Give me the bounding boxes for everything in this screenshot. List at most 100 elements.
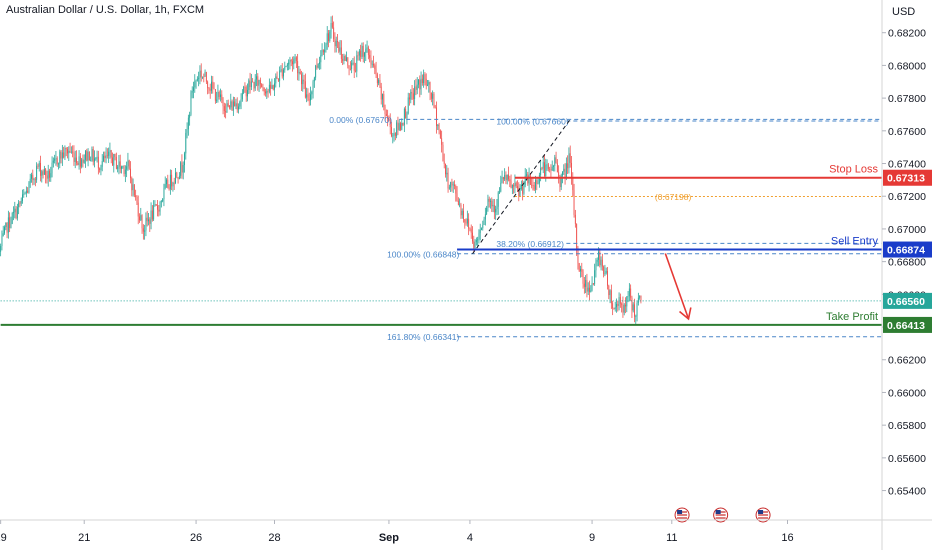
candle-body — [595, 261, 597, 271]
candle-body — [563, 168, 565, 172]
candle-body — [555, 157, 557, 164]
candle-body — [216, 99, 218, 101]
candle-body — [37, 165, 39, 167]
candle-body — [436, 107, 437, 127]
candle-body — [293, 59, 295, 65]
candle-body — [239, 101, 241, 107]
candle-body — [319, 62, 320, 64]
candle-body — [45, 168, 47, 176]
candle-body — [432, 93, 434, 99]
candle-body — [58, 163, 59, 165]
candle-body — [398, 123, 400, 130]
candle-body — [445, 163, 446, 175]
candle-body — [513, 184, 515, 187]
candle-body — [393, 133, 395, 136]
candle-body — [268, 84, 270, 92]
candle-body — [223, 106, 225, 111]
candle-body — [383, 94, 385, 108]
candle-body — [230, 101, 232, 108]
candle-body — [9, 217, 11, 228]
candle-body — [249, 80, 251, 88]
candle-body — [495, 208, 497, 213]
candle-body — [564, 168, 566, 179]
symbol-title[interactable]: Australian Dollar / U.S. Dollar, 1h, FXC… — [6, 4, 205, 16]
candle-body — [562, 171, 563, 176]
candle-body — [518, 188, 520, 197]
candle-body — [613, 308, 615, 310]
candle-body — [154, 204, 156, 206]
candle-body — [607, 271, 608, 286]
time-tick-label: Sep — [379, 532, 399, 544]
candle-body — [259, 79, 261, 85]
candle-body — [54, 158, 56, 161]
currency-label[interactable]: USD — [892, 6, 916, 18]
candle-body — [23, 193, 25, 195]
candle-body — [186, 129, 188, 133]
candle-body — [556, 163, 558, 173]
candle-body — [347, 57, 349, 66]
candle-body — [28, 182, 30, 193]
candle-body — [178, 175, 180, 180]
candle-body — [118, 161, 120, 167]
price-label-text: 0.66874 — [887, 245, 925, 257]
candle-body — [567, 163, 569, 169]
candle-body — [635, 315, 637, 317]
candle-body — [313, 77, 315, 82]
candle-body — [73, 152, 75, 162]
candle-body — [72, 151, 74, 153]
candle-body — [121, 166, 122, 169]
candle-body — [496, 206, 498, 209]
candle-body — [387, 116, 389, 120]
candle-body — [541, 167, 543, 169]
candle-body — [131, 178, 133, 191]
candle-body — [148, 219, 149, 222]
candle-body — [373, 63, 374, 66]
candle-body — [394, 133, 396, 136]
candle-body — [290, 60, 292, 62]
price-tick-label: 0.67200 — [888, 191, 926, 203]
candle-body — [4, 227, 5, 234]
candle-body — [609, 290, 611, 296]
candle-body — [430, 92, 432, 99]
candle-body — [1, 235, 3, 247]
candle-body — [270, 84, 272, 89]
candle-body — [380, 86, 382, 100]
candle-body — [360, 50, 362, 57]
candle-body — [217, 91, 219, 100]
candle-body — [19, 202, 21, 204]
candle-body — [419, 79, 421, 90]
candle-body — [524, 175, 526, 186]
candle-body — [88, 151, 90, 161]
candle-body — [250, 81, 252, 88]
candle-body — [141, 215, 143, 229]
candle-body — [580, 268, 581, 272]
candle-body — [38, 162, 40, 167]
candle-body — [157, 205, 158, 210]
candle-body — [464, 219, 466, 223]
candle-body — [109, 150, 111, 152]
candle-body — [168, 187, 170, 190]
candle-body — [297, 61, 299, 74]
candle-body — [289, 60, 291, 63]
candle-body — [220, 94, 221, 97]
candle-body — [627, 296, 629, 298]
candle-body — [184, 153, 185, 166]
candle-body — [443, 161, 445, 164]
candle-body — [145, 217, 147, 231]
candle-body — [86, 150, 88, 161]
price-label-text: 0.67313 — [887, 173, 925, 185]
candle-body — [303, 79, 305, 82]
candle-body — [180, 162, 182, 176]
candle-body — [139, 216, 140, 221]
fib-level-label: (0.67198) — [655, 192, 692, 202]
candle-body — [60, 151, 62, 159]
candle-body — [509, 179, 511, 182]
candle-body — [366, 47, 368, 49]
candle-body — [258, 79, 260, 86]
us-flag-icon — [713, 507, 729, 523]
candle-body — [295, 57, 297, 62]
flag-canton — [715, 510, 721, 514]
candle-body — [218, 91, 220, 97]
